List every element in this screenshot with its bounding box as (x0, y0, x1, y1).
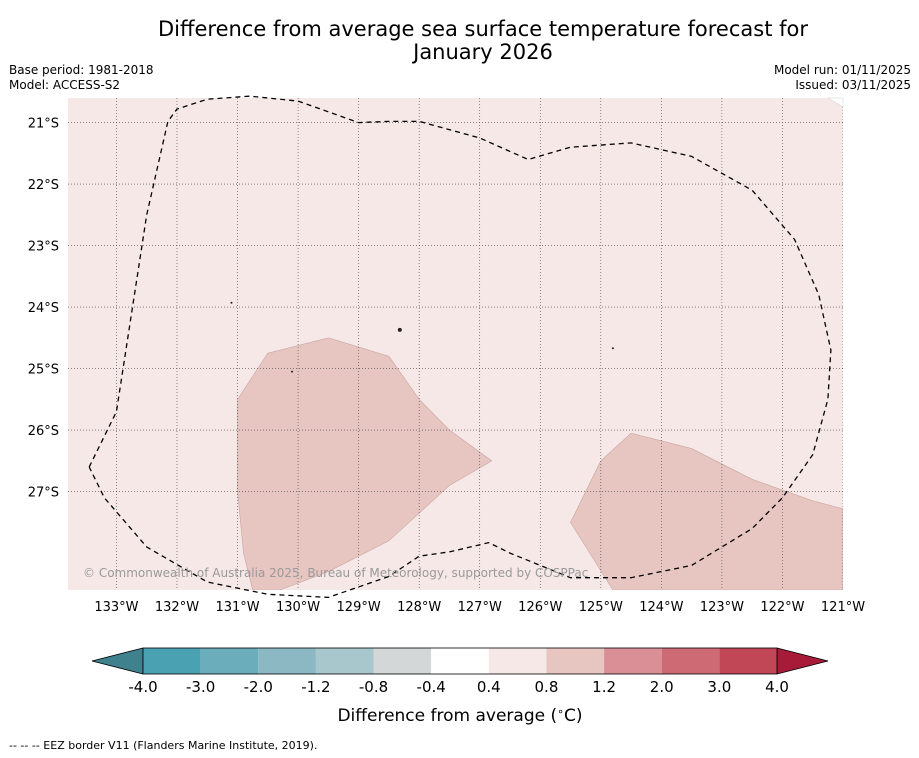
y-tick-label: 27°S (28, 486, 59, 501)
colorbar-tick-label: -2.0 (244, 678, 273, 696)
colorbar-tick-label: 2.0 (650, 678, 674, 696)
island-marker (397, 327, 402, 332)
colorbar-swatch (546, 648, 605, 674)
y-tick-label: 25°S (28, 363, 59, 378)
chart-title-line-1: Difference from average sea surface temp… (158, 17, 808, 41)
eez-border-line (88, 95, 832, 599)
x-tick-label: 126°W (518, 600, 562, 615)
colorbar-tick-label: -3.0 (186, 678, 215, 696)
x-tick-label: 129°W (337, 600, 381, 615)
meta-left: Base period: 1981-2018 Model: ACCESS-S2 (9, 63, 154, 93)
meta-right: Model run: 01/11/2025 Issued: 03/11/2025 (774, 63, 911, 93)
issued-date: Issued: 03/11/2025 (795, 78, 911, 92)
x-tick-label: 132°W (155, 600, 199, 615)
eez-footnote: -- -- -- EEZ border V11 (Flanders Marine… (9, 739, 318, 752)
y-tick-label: 23°S (28, 240, 59, 255)
chart-title: Difference from average sea surface temp… (120, 18, 846, 64)
colorbar-tick-label: -0.4 (417, 678, 446, 696)
colorbar-swatch (200, 648, 259, 674)
x-tick-label: 124°W (639, 600, 683, 615)
x-tick-label: 133°W (94, 600, 138, 615)
colorbar-swatch (431, 648, 489, 674)
colorbar-tick-label: 0.4 (477, 678, 501, 696)
x-axis: 133°W 132°W 131°W 130°W 129°W 128°W 127°W 126°W… (94, 600, 865, 615)
y-axis: 21°S 22°S 23°S 24°S 25°S 26°S 27°S (28, 117, 59, 501)
colorbar-frame (142, 647, 778, 675)
model-run: Model run: 01/11/2025 (773, 63, 911, 77)
colorbar-swatch (604, 648, 662, 674)
x-tick-label: 122°W (760, 600, 804, 615)
islands (230, 301, 614, 373)
x-tick-label: 123°W (700, 600, 744, 615)
colorbar-tick-label: 1.2 (592, 678, 616, 696)
base-period: Base period: 1981-2018 (9, 63, 154, 77)
chart-title-line-2: January 2026 (413, 40, 553, 64)
colorbar-over-arrow (776, 647, 829, 675)
colorbar: -4.0 -3.0 -2.0 -1.2 -0.8 -0.4 0.4 0.8 1.2 2.0 3.0 4… (91, 647, 829, 696)
y-tick-label: 22°S (28, 178, 59, 193)
x-tick-label: 127°W (458, 600, 502, 615)
colorbar-tick-label: 3.0 (707, 678, 731, 696)
colorbar-swatch (488, 648, 547, 674)
x-tick-label: 128°W (397, 600, 441, 615)
colorbar-label-degree: ∘ (557, 705, 564, 718)
colorbar-swatch (143, 648, 201, 674)
island-marker (230, 301, 233, 304)
x-tick-label: 130°W (276, 600, 320, 615)
colorbar-tick-label: 4.0 (765, 678, 789, 696)
colorbar-swatch (315, 648, 374, 674)
colorbar-tick-label: 0.8 (535, 678, 559, 696)
colorbar-swatch (258, 648, 316, 674)
colorbar-tick-label: -4.0 (128, 678, 157, 696)
y-tick-label: 21°S (28, 117, 59, 132)
colorbar-under-arrow (91, 647, 144, 675)
colorbar-swatch (373, 648, 432, 674)
colorbar-label-prefix: Difference from average ( (337, 706, 557, 726)
x-tick-label: 125°W (579, 600, 623, 615)
y-tick-label: 24°S (28, 301, 59, 316)
y-tick-label: 26°S (28, 424, 59, 439)
island-marker (291, 370, 294, 373)
map-corner-mask (827, 97, 844, 108)
colorbar-label: Difference from average (∘C) (337, 705, 582, 726)
colorbar-swatch (719, 648, 777, 674)
island-marker (611, 347, 614, 350)
model-name: Model: ACCESS-S2 (9, 78, 121, 92)
colorbar-tick-label: -1.2 (301, 678, 330, 696)
anomaly-region-1 (237, 337, 493, 590)
colorbar-swatch (661, 648, 720, 674)
colorbar-tick-label: -0.8 (359, 678, 388, 696)
map-gridlines (68, 98, 843, 590)
colorbar-label-suffix: C) (564, 706, 583, 726)
x-tick-label: 131°W (215, 600, 259, 615)
x-tick-label: 121°W (821, 600, 865, 615)
copyright-text: © Commonwealth of Australia 2025, Bureau… (83, 566, 588, 580)
